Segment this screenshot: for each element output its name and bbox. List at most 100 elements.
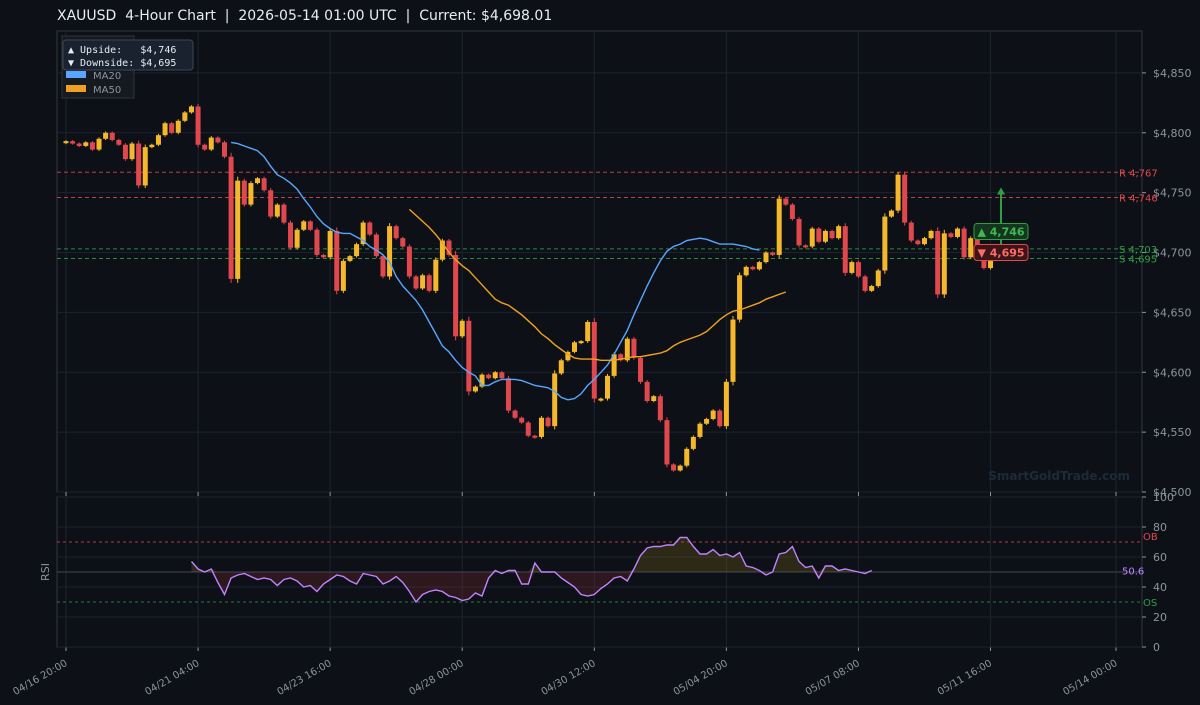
price-ytick-label: $4,550	[1153, 426, 1192, 439]
rsi-ylabel: RSI	[39, 563, 52, 581]
candle	[301, 221, 307, 230]
ma50-line	[408, 208, 787, 361]
price-ytick-label: $4,700	[1153, 247, 1192, 260]
xtick-label: 04/28 00:00	[408, 658, 466, 698]
candle	[657, 396, 663, 421]
candle	[664, 420, 670, 465]
candle	[981, 256, 987, 269]
candle	[175, 120, 181, 133]
candle	[281, 204, 287, 223]
candle	[618, 354, 624, 361]
candle	[479, 374, 485, 387]
candle	[360, 222, 366, 245]
candle	[274, 204, 280, 217]
candle	[261, 178, 267, 191]
candle	[466, 320, 472, 392]
candle	[770, 252, 776, 255]
price-panel	[56, 30, 1143, 493]
candle	[532, 435, 538, 438]
support-level-label: S 4,695	[1119, 255, 1157, 266]
candle	[552, 373, 558, 427]
candle	[512, 410, 518, 418]
candle	[89, 142, 95, 150]
candle	[208, 137, 214, 150]
upside-badge-label: ▲ 4,746	[977, 225, 1024, 238]
price-ytick-label: $4,750	[1153, 187, 1192, 200]
candle	[538, 417, 544, 437]
candle	[228, 156, 234, 279]
price-ytick-label: $4,800	[1153, 127, 1192, 140]
xtick-label: 05/11 16:00	[936, 658, 994, 698]
candle	[743, 266, 749, 276]
candle	[367, 222, 373, 235]
candle	[426, 275, 432, 291]
candle	[162, 123, 168, 136]
candle	[935, 230, 941, 295]
candle	[895, 174, 901, 211]
xtick-label: 05/07 08:00	[804, 658, 862, 698]
candle	[941, 233, 947, 295]
downside-badge-label: ▼ 4,695	[977, 247, 1024, 260]
xtick-label: 04/16 20:00	[11, 658, 69, 698]
candle	[638, 357, 644, 382]
candle	[763, 252, 769, 263]
candle	[862, 276, 868, 291]
candle	[103, 132, 109, 139]
candle	[750, 266, 756, 270]
candle	[591, 321, 597, 399]
candle	[783, 198, 789, 205]
candle	[869, 286, 875, 291]
candle	[955, 228, 961, 237]
candle	[255, 178, 261, 184]
candle	[492, 372, 498, 379]
candle	[96, 138, 102, 150]
xtick-label: 05/14 00:00	[1061, 658, 1119, 698]
candle	[334, 230, 340, 291]
candle	[413, 276, 419, 289]
candle	[182, 112, 188, 121]
candle	[314, 229, 320, 255]
candle	[598, 398, 604, 401]
rsi-ytick-label: 40	[1153, 581, 1167, 594]
candle	[789, 204, 795, 219]
candle	[611, 354, 617, 376]
candle	[684, 448, 690, 466]
candle	[809, 228, 815, 247]
candle	[690, 436, 696, 449]
candle	[908, 222, 914, 241]
candle	[387, 226, 393, 277]
downside-badge	[973, 244, 1029, 262]
support-level-label: S 4,703	[1119, 245, 1157, 256]
candle	[717, 410, 723, 427]
candle	[83, 142, 89, 146]
candle	[882, 216, 888, 271]
candle	[63, 141, 69, 144]
rsi-os-label: OS	[1143, 598, 1157, 609]
candle	[822, 230, 828, 242]
candle	[829, 230, 835, 239]
candle	[723, 381, 729, 427]
candle	[816, 228, 822, 242]
candle	[155, 135, 161, 145]
candle	[393, 226, 399, 239]
candle	[545, 417, 551, 427]
rsi-ytick-label: 100	[1153, 491, 1174, 504]
candle	[644, 381, 650, 401]
candle	[380, 256, 386, 277]
candle	[109, 132, 115, 140]
candle	[928, 230, 934, 239]
xtick-label: 04/23 16:00	[275, 658, 333, 698]
resistance-level-label: R 4,746	[1119, 193, 1158, 204]
candle	[294, 229, 300, 248]
candle	[354, 244, 360, 257]
candle	[988, 254, 994, 269]
candle	[235, 180, 241, 279]
ma50-legend-swatch	[66, 85, 86, 92]
candle	[221, 142, 227, 157]
candle	[122, 144, 128, 160]
candle	[420, 275, 426, 289]
candle	[453, 254, 459, 337]
candle	[486, 374, 492, 379]
candle	[202, 144, 208, 150]
candle	[836, 226, 842, 239]
